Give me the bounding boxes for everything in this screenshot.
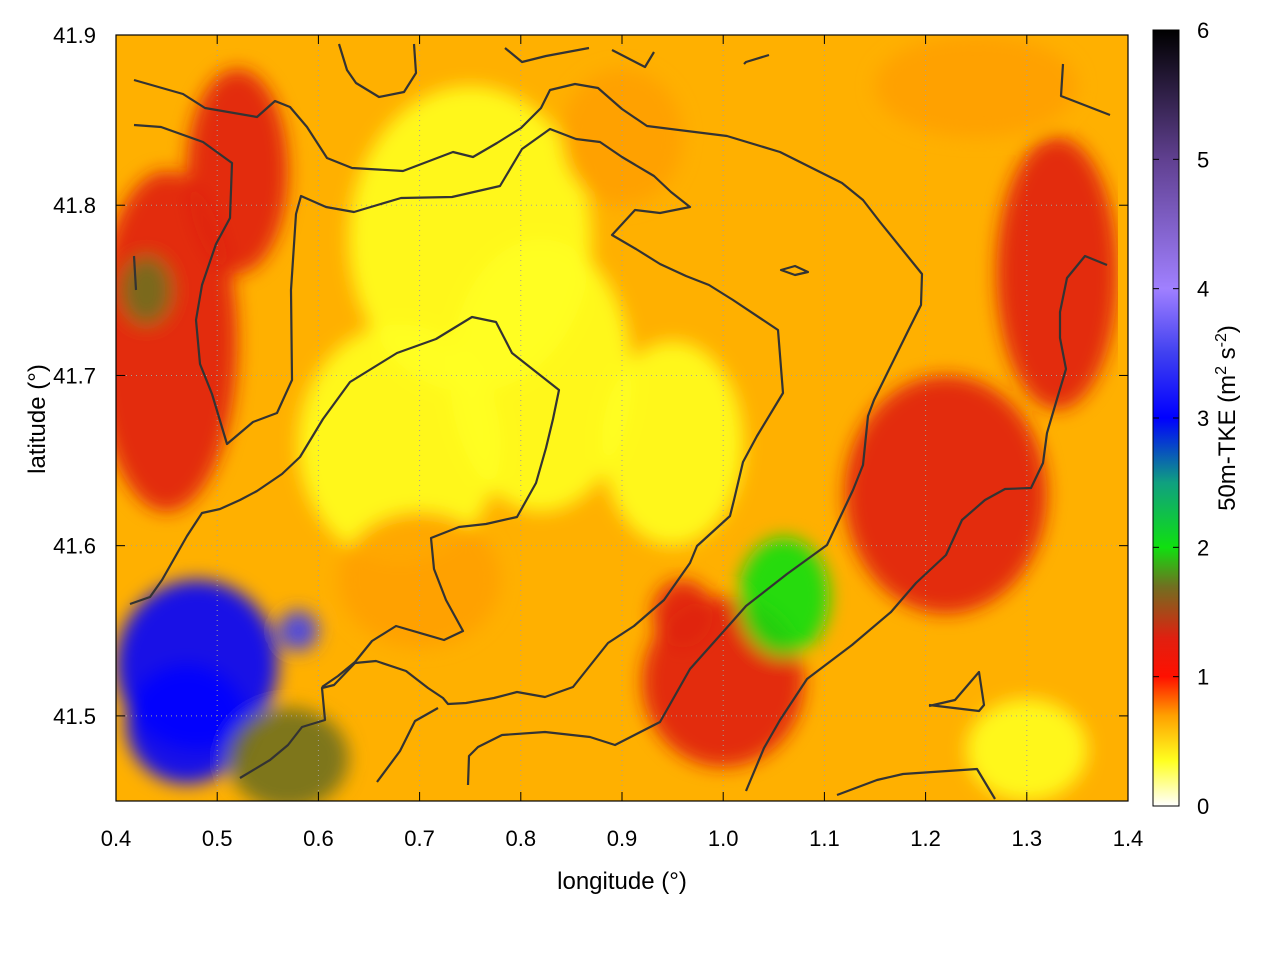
x-tick-label: 0.8 (506, 826, 537, 851)
contour-line (1059, 63, 1111, 117)
tke-field-blob (738, 537, 830, 657)
colorbar-tick-label: 5 (1197, 147, 1209, 172)
colorbar-label-sup2: -2 (1213, 333, 1230, 347)
contour-line (337, 43, 418, 99)
contour-line (743, 53, 770, 65)
x-tick-label: 0.5 (202, 826, 233, 851)
contour-line (133, 123, 785, 779)
x-axis: 0.4 0.5 0.6 0.7 0.8 0.9 1.0 1.1 1.2 1.3 1.4 (101, 35, 1144, 851)
contour-line (928, 670, 986, 713)
x-tick-label: 1.3 (1012, 826, 1043, 851)
terrain-contours (129, 43, 1111, 800)
tke-field-blob (121, 256, 172, 325)
contour-line (132, 255, 138, 291)
contour-line (779, 264, 810, 277)
tke-field-blob (561, 69, 683, 206)
y-axis-label: latitude (°) (24, 364, 51, 474)
x-tick-label: 1.4 (1113, 826, 1144, 851)
contour-line (133, 78, 924, 786)
colorbar: 0 1 2 3 4 5 6 50m-TKE (m2 s-2) (1152, 18, 1241, 819)
tke-field-blob (126, 664, 248, 784)
colorbar-tick-label: 0 (1197, 794, 1209, 819)
tke-field-blob (227, 707, 349, 801)
colorbar-ticks: 0 1 2 3 4 5 6 (1153, 18, 1209, 819)
grid (116, 35, 1128, 801)
x-tick-label: 0.9 (607, 826, 638, 851)
contour-line (376, 707, 439, 783)
colorbar-label-main: 50m-TKE (m (1214, 375, 1241, 511)
x-tick-label: 1.1 (809, 826, 840, 851)
x-tick-label: 1.0 (708, 826, 739, 851)
colorbar-tick-label: 4 (1197, 277, 1209, 302)
x-axis-label: longitude (°) (557, 868, 687, 895)
y-tick-label: 41.9 (53, 23, 96, 48)
contour-line (129, 315, 561, 688)
y-tick-label: 41.6 (53, 534, 96, 559)
y-axis: 41.5 41.6 41.7 41.8 41.9 (53, 23, 1128, 729)
tke-field-blob (652, 579, 714, 648)
contour-line (744, 254, 1108, 792)
y-tick-label: 41.7 (53, 363, 96, 388)
colorbar-label-mid: s (1214, 347, 1241, 366)
colorbar-label: 50m-TKE (m2 s-2) (1213, 325, 1241, 511)
tke-field-blob (875, 35, 1078, 138)
contour-line (611, 49, 655, 69)
colorbar-tick-label: 3 (1197, 406, 1209, 431)
colorbar-tick-label: 1 (1197, 665, 1209, 690)
tke-field-blob (844, 375, 1048, 614)
x-tick-label: 0.6 (303, 826, 334, 851)
x-tick-label: 0.4 (101, 826, 132, 851)
colorbar-label-sup1: 2 (1213, 366, 1230, 375)
y-tick-label: 41.5 (53, 704, 96, 729)
tke-field-blob (966, 698, 1088, 801)
tke-field-blob (996, 137, 1118, 410)
colorbar-tick-label: 6 (1197, 18, 1209, 43)
tke-field-blob (186, 69, 289, 274)
colorbar-label-end: ) (1214, 325, 1241, 333)
tke-field-blob (338, 511, 501, 648)
x-tick-label: 0.7 (404, 826, 435, 851)
tke-field-blob (277, 610, 319, 652)
tke-field-blob (601, 341, 744, 546)
x-tick-label: 1.2 (910, 826, 941, 851)
y-tick-label: 41.8 (53, 193, 96, 218)
colorbar-tick-label: 2 (1197, 535, 1209, 560)
contour-line (836, 767, 996, 800)
contour-line (504, 46, 590, 64)
